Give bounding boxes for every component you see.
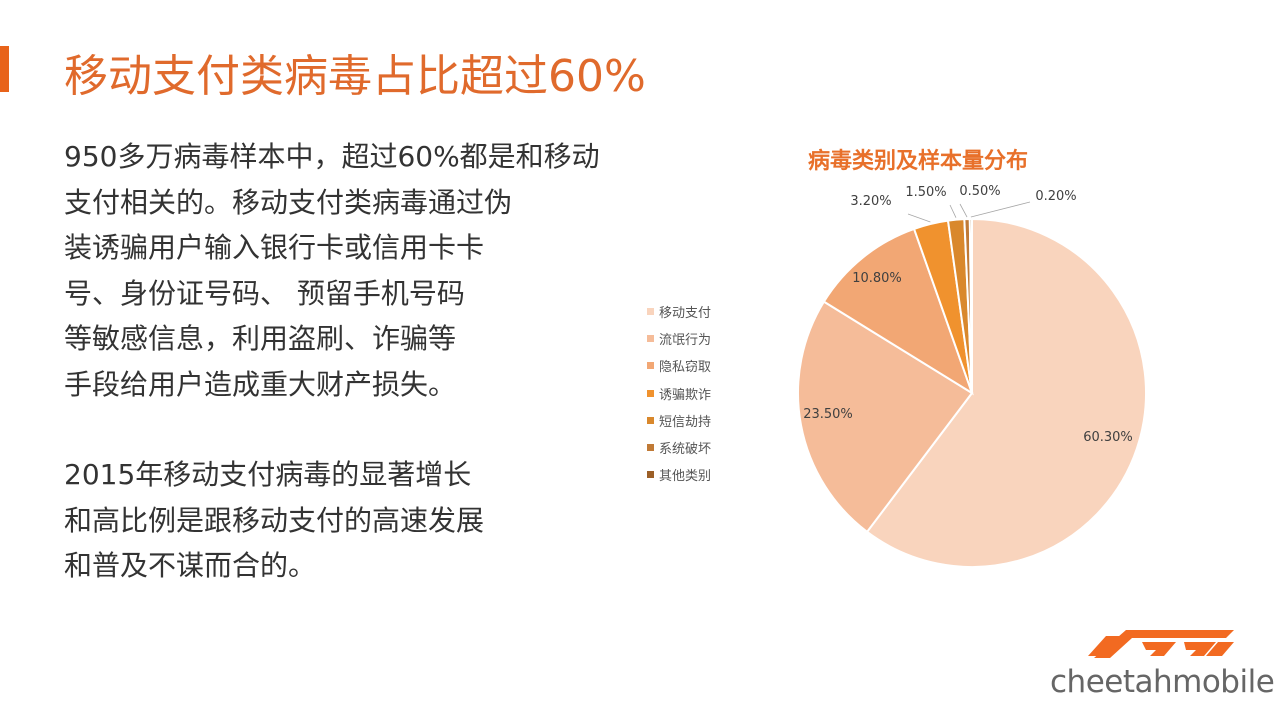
legend-swatch	[647, 416, 654, 424]
legend-swatch	[647, 308, 654, 316]
pie-slice-1	[865, 217, 1147, 568]
leader-line	[970, 201, 1031, 218]
pie-slice-7	[968, 217, 973, 394]
paragraph-2: 2015年移动支付病毒的显著增长 和高比例是跟移动支付的高速发展 和普及不谋而合…	[64, 452, 664, 589]
paragraph-1-line: 等敏感信息，利用盗刷、诈骗等	[64, 322, 457, 355]
legend-label: 诱骗欺诈	[659, 387, 712, 403]
legend-label: 其他类别	[659, 469, 712, 485]
legend-swatch	[647, 471, 654, 479]
data-label: 23.50%	[803, 407, 853, 422]
leader-line	[949, 204, 957, 218]
title-accent-bar	[0, 46, 9, 92]
paragraph-1-line: 装诱骗用户输入银行卡或信用卡卡	[64, 231, 485, 264]
data-label: 10.80%	[852, 271, 902, 286]
legend-label: 短信劫持	[659, 414, 712, 430]
legend-swatch	[647, 335, 654, 343]
legend-item: 其他类别	[647, 461, 711, 488]
data-label: 3.20%	[850, 194, 891, 209]
data-label: 60.30%	[1083, 430, 1133, 445]
chart-legend: 移动支付流氓行为隐私窃取诱骗欺诈短信劫持系统破坏其他类别	[647, 298, 711, 488]
legend-item: 隐私窃取	[647, 352, 711, 379]
paragraph-1-line: 手段给用户造成重大财产损失。	[64, 367, 457, 401]
legend-item: 移动支付	[647, 298, 711, 325]
legend-item: 短信劫持	[647, 407, 711, 434]
paragraph-1: 950多万病毒样本中，超过60%都是和移动 支付相关的。移动支付类病毒通过伪 装…	[64, 134, 664, 407]
legend-swatch	[647, 362, 654, 370]
legend-item: 诱骗欺诈	[647, 380, 711, 407]
legend-item: 流氓行为	[647, 325, 711, 352]
pie-slice-2	[797, 300, 974, 534]
leader-line	[907, 213, 931, 223]
legend-label: 移动支付	[659, 306, 712, 322]
chart-title: 病毒类别及样本量分布	[808, 149, 1029, 174]
pie-slice-3	[822, 227, 974, 396]
paragraph-1-line: 950多万病毒样本中，超过60%都是和移动	[64, 140, 600, 173]
legend-label: 流氓行为	[659, 333, 712, 349]
legend-swatch	[647, 389, 654, 397]
paragraph-2-line: 和普及不谋而合的。	[64, 549, 317, 582]
paragraph-1-line: 支付相关的。移动支付类病毒通过伪	[64, 185, 513, 219]
slide-title: 移动支付类病毒占比超过60%	[64, 51, 646, 102]
paragraph-1-line: 号、身份证号码、 预留手机号码	[64, 276, 465, 310]
legend-label: 系统破坏	[659, 442, 712, 458]
data-label: 0.20%	[1035, 189, 1076, 204]
legend-item: 系统破坏	[647, 434, 711, 461]
data-label: 1.50%	[905, 185, 946, 200]
paragraph-2-line: 2015年移动支付病毒的显著增长	[64, 458, 472, 491]
legend-swatch	[647, 444, 654, 452]
legend-label: 隐私窃取	[659, 360, 712, 376]
logo-text: cheetahmobile	[1050, 664, 1275, 700]
cheetah-mobile-logo-icon	[1088, 630, 1234, 658]
body-text: 950多万病毒样本中，超过60%都是和移动 支付相关的。移动支付类病毒通过伪 装…	[64, 134, 664, 634]
leader-line	[959, 203, 968, 218]
data-label: 0.50%	[959, 184, 1000, 199]
paragraph-2-line: 和高比例是跟移动支付的高速发展	[64, 503, 485, 537]
